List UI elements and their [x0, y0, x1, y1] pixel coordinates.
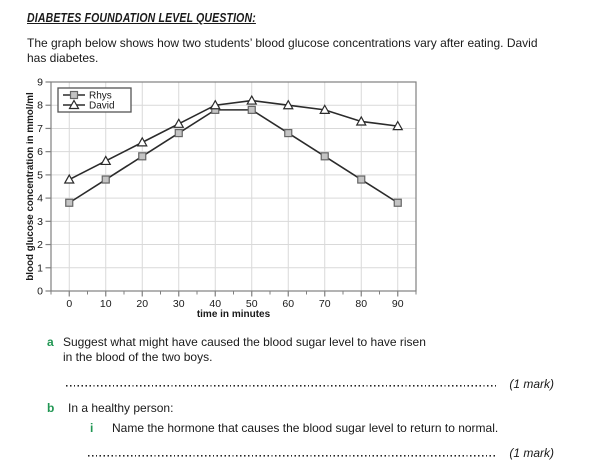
series-line-rhys — [68, 109, 399, 204]
question-a-line-2: in the blood of the two boys. — [63, 349, 213, 364]
y-tick-label: 6 — [37, 146, 43, 158]
y-tick-label: 5 — [37, 169, 43, 181]
data-point-david — [100, 155, 112, 166]
data-point-david — [173, 118, 185, 128]
x-tick-label: 20 — [136, 298, 148, 310]
question-a-label: a — [47, 335, 54, 349]
intro-line-1: The graph below shows how two students’ … — [27, 36, 538, 50]
data-point-david — [355, 115, 367, 126]
x-tick-label: 90 — [392, 298, 404, 310]
y-tick-label: 8 — [37, 100, 43, 112]
question-b-i-mark: (1 mark) — [509, 446, 554, 460]
y-tick-label: 7 — [37, 123, 43, 135]
x-tick-label: 40 — [209, 298, 221, 310]
x-tick-label: 10 — [100, 298, 112, 310]
question-b-i-text: Name the hormone that causes the blood s… — [112, 421, 499, 435]
data-point-david — [282, 99, 294, 110]
question-a-line-1: Suggest what might have caused the blood… — [63, 335, 426, 349]
x-tick-label: 80 — [355, 298, 367, 310]
data-point-rhys — [284, 128, 293, 138]
x-tick-label: 60 — [282, 298, 294, 310]
data-point-david — [136, 136, 148, 147]
data-point-rhys — [101, 175, 110, 184]
x-tick-label: 50 — [246, 298, 258, 310]
y-tick-label: 4 — [37, 193, 43, 205]
y-tick-label: 0 — [37, 286, 43, 298]
data-point-rhys — [247, 105, 256, 114]
data-point-rhys — [393, 198, 402, 207]
question-b-label: b — [47, 401, 55, 415]
data-point-rhys — [138, 152, 147, 161]
x-axis-title: time in minutes — [197, 309, 271, 320]
series-line-david — [68, 99, 398, 181]
question-a-mark: (1 mark) — [509, 377, 554, 391]
y-tick-label: 2 — [37, 239, 43, 251]
legend-marker-rhys — [69, 90, 79, 100]
x-tick-label: 0 — [66, 298, 72, 310]
page-title: DIABETES FOUNDATION LEVEL QUESTION: — [27, 11, 256, 25]
y-tick-label: 9 — [37, 77, 43, 89]
data-point-rhys — [357, 175, 366, 184]
y-tick-label: 1 — [37, 262, 43, 274]
intro-line-2: has diabetes. — [27, 50, 99, 65]
data-point-rhys — [320, 152, 329, 161]
data-point-rhys — [174, 128, 183, 138]
answer-line-b-i — [88, 454, 496, 457]
legend-label-rhys: Rhys — [89, 91, 112, 102]
legend-label-david: David — [89, 101, 115, 112]
question-b-text: In a healthy person: — [68, 401, 174, 415]
data-point-david — [246, 94, 258, 105]
data-point-david — [319, 104, 331, 114]
data-point-david — [392, 120, 404, 131]
legend-marker-david — [68, 99, 80, 110]
data-point-david — [63, 173, 75, 184]
question-a-text: Suggest what might have caused the blood… — [63, 335, 426, 364]
data-point-david — [209, 99, 221, 110]
answer-line-a — [66, 384, 496, 387]
intro-text: The graph below shows how two students’ … — [27, 36, 587, 65]
glucose-chart: 0 10 20 30 40 50 60 70 80 90 0 1 2 3 4 5 6 7 8 9 blood gluco… — [25, 76, 426, 326]
data-point-rhys — [65, 198, 74, 207]
y-axis-title: blood glucose concentration in mmol/ml — [26, 92, 36, 281]
question-b-i-label: i — [90, 421, 94, 435]
x-tick-label: 30 — [173, 298, 185, 310]
y-tick-label: 3 — [37, 216, 43, 228]
x-tick-label: 70 — [319, 298, 331, 310]
